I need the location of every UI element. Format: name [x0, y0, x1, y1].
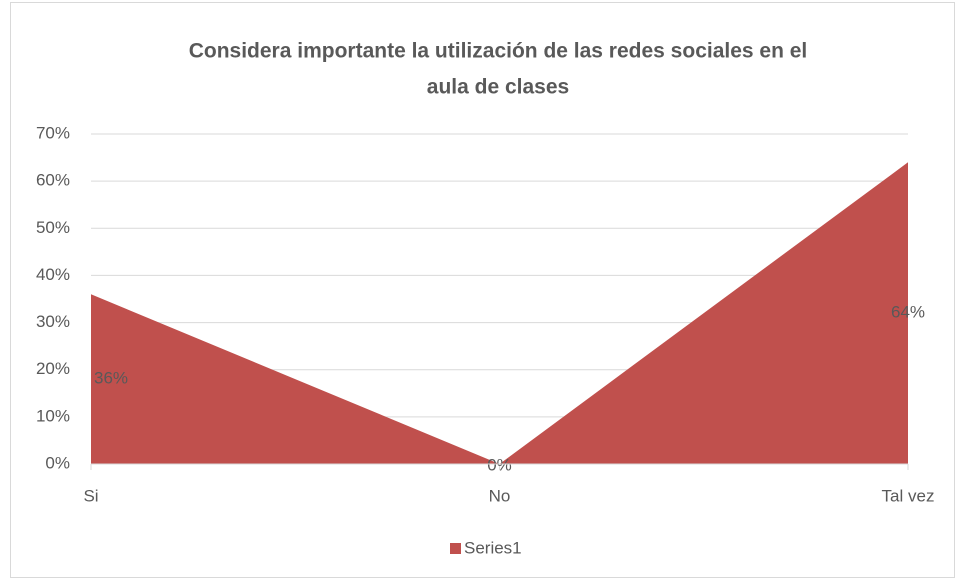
x-tick-label: Tal vez	[882, 486, 935, 505]
y-tick-label: 70%	[36, 123, 70, 142]
data-label: 0%	[487, 455, 512, 474]
y-tick-label: 40%	[36, 265, 70, 284]
y-tick-label: 50%	[36, 218, 70, 237]
chart-title: aula de clases	[427, 76, 569, 99]
legend-label: Series1	[464, 538, 522, 557]
y-tick-label: 20%	[36, 359, 70, 378]
x-tick-label: Si	[83, 486, 98, 505]
legend-swatch	[450, 543, 461, 554]
y-tick-label: 60%	[36, 171, 70, 190]
y-tick-label: 30%	[36, 312, 70, 331]
area	[91, 162, 908, 465]
y-tick-label: 10%	[36, 406, 70, 425]
data-label: 64%	[891, 303, 925, 322]
x-tick-label: No	[489, 486, 511, 505]
data-label: 36%	[94, 369, 128, 388]
chart-title: Considera importante la utilización de l…	[189, 40, 808, 63]
y-tick-label: 0%	[45, 453, 70, 472]
